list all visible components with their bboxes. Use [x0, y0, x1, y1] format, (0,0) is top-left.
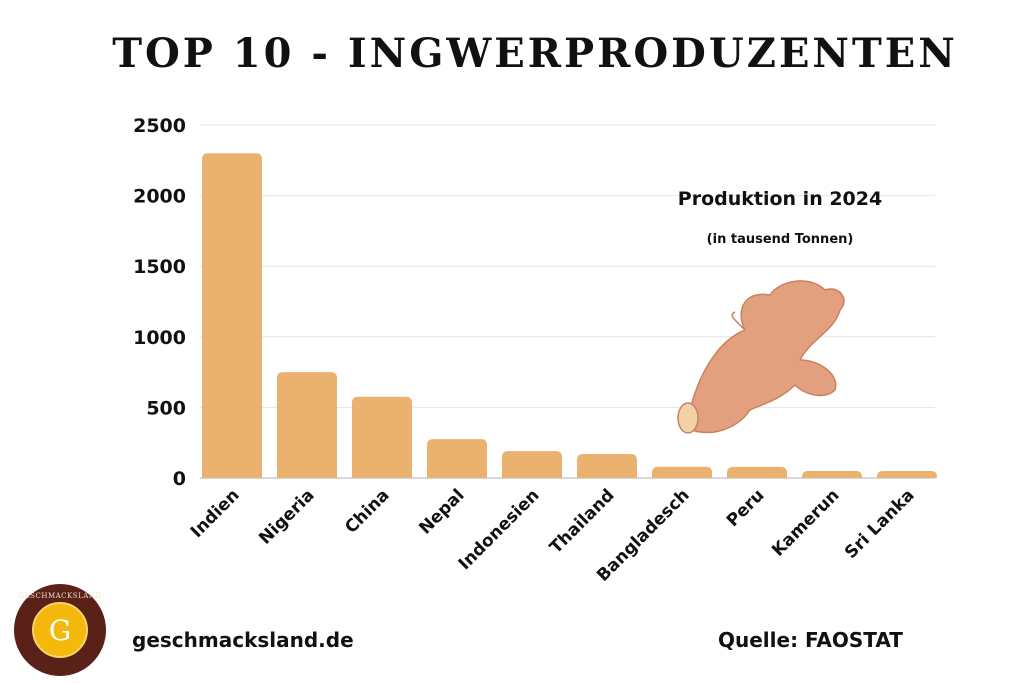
bar-peru [727, 466, 787, 478]
unit-note: (in tausend Tonnen) [706, 232, 854, 247]
x-tick-label: Thailand [546, 485, 619, 558]
x-tick-label: Indonesien [455, 485, 544, 574]
source-label: Quelle: FAOSTAT [718, 628, 903, 652]
logo-letter: G [32, 602, 88, 658]
logo-ring-text: GESCHMACKSLAND [18, 592, 102, 600]
bar-sri-lanka [877, 470, 937, 478]
x-tick-label: Kamerun [768, 485, 843, 560]
x-tick-label: Peru [723, 485, 769, 531]
bar-bangladesch [652, 466, 712, 478]
y-tick-label: 500 [146, 397, 186, 419]
bar-indonesien [502, 451, 562, 478]
website-label: geschmacksland.de [132, 628, 354, 652]
bar-china [352, 396, 412, 478]
x-tick-label: Indien [187, 485, 244, 542]
bar-nepal [427, 439, 487, 478]
bar-kamerun [802, 470, 862, 478]
x-tick-label: Sri Lanka [841, 485, 918, 562]
bar-indien [202, 153, 262, 479]
y-tick-label: 2500 [133, 115, 186, 137]
bar-thailand [577, 453, 637, 478]
x-tick-label: Nepal [415, 485, 468, 538]
chart-title: TOP 10 - INGWERPRODUZENTEN [112, 30, 958, 77]
x-tick-label: China [341, 485, 393, 537]
x-tick-label: Nigeria [255, 485, 318, 548]
y-tick-label: 2000 [133, 186, 186, 208]
y-tick-label: 0 [173, 468, 186, 490]
y-tick-label: 1000 [133, 327, 186, 349]
geschmacksland-logo: GESCHMACKSLAND G [14, 584, 106, 676]
y-tick-label: 1500 [133, 256, 186, 278]
bar-nigeria [277, 372, 337, 478]
chart-subtitle: Produktion in 2024 [677, 188, 883, 210]
